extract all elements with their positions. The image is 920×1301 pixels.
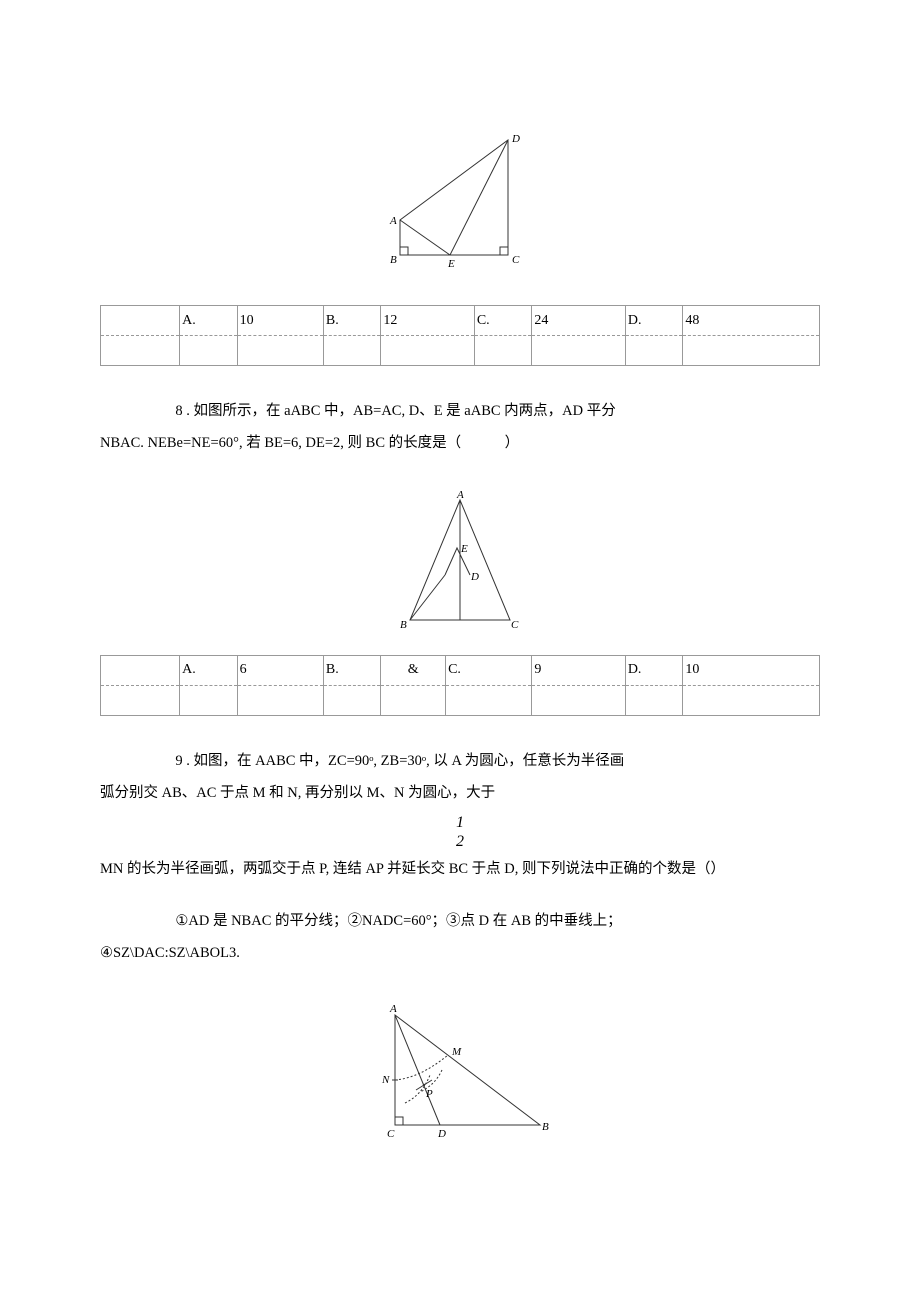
table-cell: 48: [683, 306, 820, 336]
triangle-diagram-3: A M N P C D B: [360, 1000, 560, 1150]
label-e: E: [460, 543, 468, 555]
table-cell: &: [381, 655, 446, 685]
label-c: C: [512, 254, 520, 266]
table-cell: 10: [237, 306, 323, 336]
table-cell: [474, 336, 532, 366]
table-cell: B.: [323, 655, 381, 685]
table-cell: [101, 306, 180, 336]
q9-line4: ①AD 是 NBAC 的平分线；②NADC=60°；③点 D 在 AB 的中垂线…: [100, 906, 820, 938]
frac-den: 2: [100, 832, 820, 851]
label-a: A: [389, 1003, 397, 1015]
q8-line1: 8 . 如图所示，在 aABC 中，AB=AC, D、E 是 aABC 内两点，…: [100, 396, 820, 428]
label-m: M: [451, 1046, 462, 1058]
table-cell: [625, 336, 683, 366]
label-e: E: [447, 258, 455, 270]
label-d: D: [511, 133, 520, 145]
table-cell: [180, 685, 238, 715]
label-a: A: [389, 215, 397, 227]
q9-line2: 弧分别交 AB、AC 于点 M 和 N, 再分别以 M、N 为圆心，大于: [100, 778, 820, 810]
table-cell: [323, 685, 381, 715]
table-cell: [101, 685, 180, 715]
q9-line5: ④SZ\DAC:SZ\ABOL3.: [100, 938, 820, 970]
table-cell: [683, 685, 820, 715]
frac-num: 1: [100, 813, 820, 832]
table-cell: D.: [625, 655, 683, 685]
table-cell: [323, 336, 381, 366]
table-cell: [381, 336, 474, 366]
label-b: B: [542, 1121, 549, 1133]
table-cell: [237, 685, 323, 715]
table-cell: [381, 685, 446, 715]
label-b: B: [400, 619, 407, 631]
label-a: A: [456, 490, 464, 501]
q9-line3: MN 的长为半径画弧，两弧交于点 P, 连结 AP 并延长交 BC 于点 D, …: [100, 854, 820, 886]
label-d: D: [470, 571, 479, 583]
table-cell: 24: [532, 306, 625, 336]
table-cell: [625, 685, 683, 715]
table-cell: [237, 336, 323, 366]
label-p: P: [425, 1088, 433, 1100]
figure-q9: A M N P C D B: [100, 1000, 820, 1155]
q8-line2: NBAC. NEBe=NE=60°, 若 BE=6, DE=2, 则 BC 的长…: [100, 428, 820, 460]
table-cell: [180, 336, 238, 366]
table-cell: A.: [180, 655, 238, 685]
table-cell: A.: [180, 306, 238, 336]
table-cell: D.: [625, 306, 683, 336]
page: A B E C D A. 10 B. 12 C. 24 D. 48: [0, 0, 920, 1265]
table-cell: [101, 336, 180, 366]
figure-q8: A B C E D: [100, 490, 820, 645]
label-c: C: [387, 1128, 395, 1140]
label-n: N: [381, 1074, 390, 1086]
table-cell: 9: [532, 655, 625, 685]
table-cell: [683, 336, 820, 366]
table-cell: C.: [446, 655, 532, 685]
label-c: C: [511, 619, 519, 631]
triangle-diagram-1: A B E C D: [370, 130, 550, 290]
table-cell: C.: [474, 306, 532, 336]
answer-table-q8: A. 6 B. & C. 9 D. 10: [100, 655, 820, 716]
table-cell: [101, 655, 180, 685]
table-cell: 12: [381, 306, 474, 336]
figure-q7: A B E C D: [100, 130, 820, 295]
answer-table-q7: A. 10 B. 12 C. 24 D. 48: [100, 305, 820, 366]
table-cell: [446, 685, 532, 715]
label-b: B: [390, 254, 397, 266]
label-d: D: [437, 1128, 446, 1140]
table-cell: [532, 685, 625, 715]
triangle-diagram-2: A B C E D: [385, 490, 535, 640]
q9-line1: 9 . 如图，在 AABC 中，ZC=90ᵒ, ZB=30ᵒ, 以 A 为圆心，…: [100, 746, 820, 778]
table-cell: 10: [683, 655, 820, 685]
table-cell: 6: [237, 655, 323, 685]
table-cell: [532, 336, 625, 366]
fraction: 1 2: [100, 813, 820, 851]
table-cell: B.: [323, 306, 381, 336]
